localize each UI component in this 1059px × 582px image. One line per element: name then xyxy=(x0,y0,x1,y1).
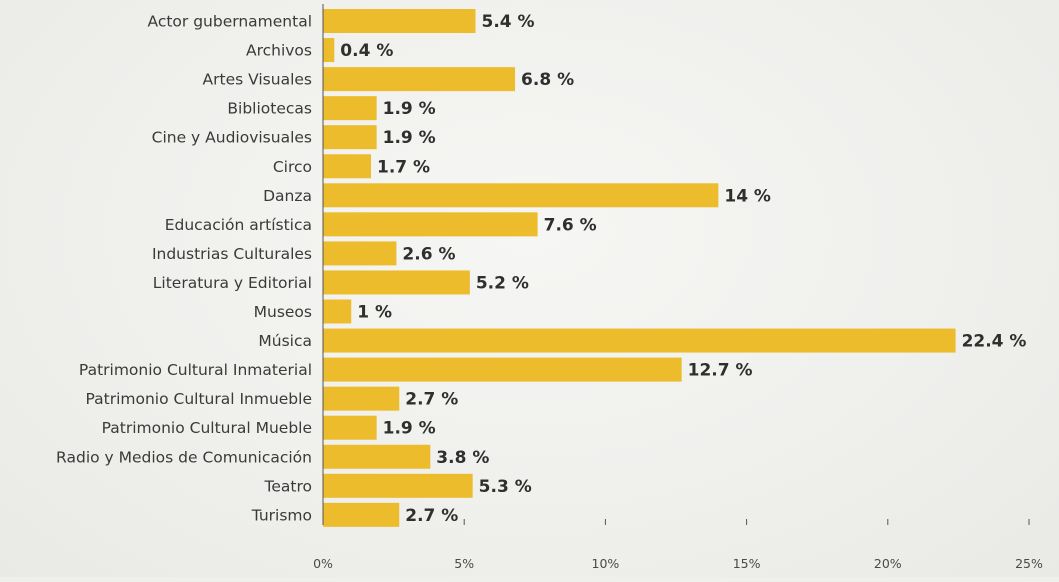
value-label: 1.9 % xyxy=(383,99,436,119)
bar xyxy=(323,299,352,324)
value-label: 12.7 % xyxy=(688,361,753,381)
x-tick-label: 20% xyxy=(874,556,902,571)
value-label: 5.4 % xyxy=(481,12,534,32)
category-label: Archivos xyxy=(246,42,312,60)
bar xyxy=(323,386,400,411)
x-tick-label: 5% xyxy=(454,556,474,571)
value-label: 14 % xyxy=(724,186,771,206)
bar xyxy=(323,125,377,150)
category-label: Patrimonio Cultural Inmueble xyxy=(85,390,312,408)
category-label: Industrias Culturales xyxy=(152,245,312,263)
bar xyxy=(323,415,377,440)
value-label: 6.8 % xyxy=(521,70,574,90)
category-label: Teatro xyxy=(264,477,312,495)
value-label: 5.3 % xyxy=(479,477,532,497)
value-label: 3.8 % xyxy=(436,448,489,468)
bar xyxy=(323,96,377,121)
bar xyxy=(323,357,682,382)
value-label: 2.7 % xyxy=(405,506,458,526)
category-label: Actor gubernamental xyxy=(147,13,312,31)
value-label: 1.9 % xyxy=(383,419,436,439)
bar xyxy=(323,183,719,208)
bar xyxy=(323,270,470,295)
bar xyxy=(323,154,372,179)
x-tick-label: 25% xyxy=(1015,556,1043,571)
value-label: 2.7 % xyxy=(405,390,458,410)
x-tick-label: 15% xyxy=(733,556,761,571)
value-label: 0.4 % xyxy=(340,41,393,61)
value-label: 1 % xyxy=(357,303,392,323)
value-label: 1.9 % xyxy=(383,128,436,148)
bar xyxy=(323,473,473,498)
bar xyxy=(323,328,956,353)
x-tick-label: 0% xyxy=(313,556,333,571)
category-label: Circo xyxy=(273,158,312,176)
value-label: 2.6 % xyxy=(402,244,455,264)
value-label: 5.2 % xyxy=(476,273,529,293)
category-label: Literatura y Editorial xyxy=(153,274,312,292)
category-label: Cine y Audiovisuales xyxy=(152,129,312,147)
bar xyxy=(323,502,400,527)
value-label: 7.6 % xyxy=(544,215,597,235)
bar xyxy=(323,67,516,92)
bar xyxy=(323,212,538,237)
category-label: Artes Visuales xyxy=(203,71,312,89)
bar xyxy=(323,38,335,63)
category-label: Bibliotecas xyxy=(227,100,312,118)
category-label: Radio y Medios de Comunicación xyxy=(56,448,312,466)
x-tick-label: 10% xyxy=(592,556,620,571)
category-label: Educación artística xyxy=(165,216,312,234)
value-labels-group: 5.4 % 0.4 % 6.8 % 1.9 % 1.9 % 1.7 % 14 % 7.6 % 2… xyxy=(340,12,1026,526)
category-label: Turismo xyxy=(251,506,312,524)
value-label: 22.4 % xyxy=(962,332,1027,352)
category-label: Patrimonio Cultural Inmaterial xyxy=(79,361,312,379)
bar xyxy=(323,9,476,33)
category-label: Danza xyxy=(263,187,312,205)
bar xyxy=(323,444,431,469)
category-label: Música xyxy=(258,332,312,350)
category-label: Museos xyxy=(254,303,312,321)
bar xyxy=(323,241,397,266)
category-labels-group: Actor gubernamental Archivos Artes Visuale… xyxy=(56,13,312,525)
value-label: 1.7 % xyxy=(377,157,430,177)
axes-group: 0% 5% 10% 15% 20% 25% xyxy=(313,4,1043,571)
bars-group xyxy=(323,9,956,527)
category-label: Patrimonio Cultural Mueble xyxy=(102,419,312,437)
